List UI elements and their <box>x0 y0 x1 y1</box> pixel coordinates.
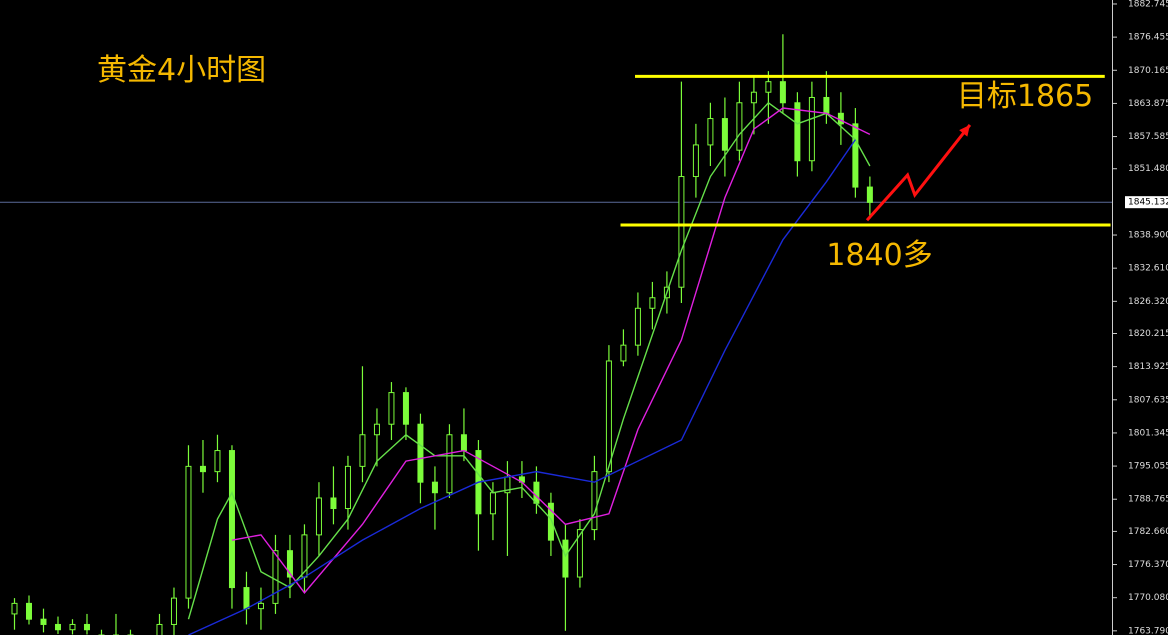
candle-body <box>40 618 47 625</box>
moving-average <box>188 139 856 635</box>
y-tick-label: 1788.765 <box>1128 495 1168 505</box>
candle-body <box>330 497 337 510</box>
y-tick-label: 1863.875 <box>1128 99 1168 109</box>
forecast-arrow <box>865 123 972 222</box>
candle-body <box>460 434 467 452</box>
candle-body <box>388 392 395 425</box>
candle-body <box>634 307 641 346</box>
y-tick-label: 1813.925 <box>1128 362 1168 372</box>
candle-body <box>402 392 409 425</box>
candle-body <box>576 529 583 578</box>
candle-body <box>765 81 772 93</box>
candle-body <box>852 123 859 188</box>
y-tick-label: 1870.165 <box>1128 66 1168 76</box>
current-price-box <box>1125 196 1168 209</box>
y-tick-label: 1851.480 <box>1128 164 1168 174</box>
candle-body <box>489 492 496 515</box>
candle-body <box>794 102 801 162</box>
y-tick-label: 1807.635 <box>1128 395 1168 405</box>
candle-body <box>83 623 90 631</box>
y-tick-label: 1832.610 <box>1128 264 1168 274</box>
axis: 1882.745 1876.455 1870.165 1863.875 1857.585… <box>1112 0 1168 635</box>
candle-body <box>431 481 438 494</box>
candle-body <box>11 602 18 615</box>
annotation: 目标1865 <box>957 79 1093 114</box>
candle-body <box>214 450 221 473</box>
annotation: 1840多 <box>826 238 932 273</box>
candle-body <box>533 481 540 504</box>
candle-body <box>779 81 786 104</box>
candle-body <box>185 465 192 599</box>
candle-body <box>228 450 235 589</box>
moving-average <box>187 101 871 620</box>
candle-body <box>605 360 612 473</box>
y-tick-label: 1770.080 <box>1128 593 1168 603</box>
candle-body <box>286 550 293 578</box>
candle-body <box>69 623 76 631</box>
candle-body <box>808 96 815 162</box>
y-tick-label: 1857.585 <box>1128 132 1168 142</box>
current-price-label: 1845.132 <box>1128 198 1168 208</box>
y-tick-label: 1820.215 <box>1128 329 1168 339</box>
candle-body <box>678 176 685 288</box>
candle-body <box>243 587 250 610</box>
candle-body <box>373 423 380 436</box>
candle-body <box>649 297 656 309</box>
candle-body <box>25 602 32 620</box>
y-tick-label: 1876.455 <box>1128 33 1168 43</box>
y-tick-label: 1838.900 <box>1128 231 1168 241</box>
candle-body <box>866 186 873 203</box>
candle-body <box>272 550 279 604</box>
candle-body <box>707 118 714 146</box>
candle-body <box>620 344 627 362</box>
y-tick-label: 1795.055 <box>1128 462 1168 472</box>
candle-body <box>359 434 366 467</box>
y-tick-label: 1776.370 <box>1128 560 1168 570</box>
plot-area <box>0 34 1112 635</box>
candle-body <box>692 144 699 178</box>
y-tick-label: 1763.790 <box>1128 626 1168 635</box>
y-tick-label: 1826.320 <box>1128 297 1168 307</box>
candle-body <box>823 96 830 114</box>
candle-body <box>170 597 177 625</box>
candle-body <box>750 91 757 104</box>
chart-title: 黄金4小时图 <box>97 53 266 88</box>
y-tick-label: 1782.660 <box>1128 527 1168 537</box>
candle-body <box>54 623 61 631</box>
y-tick-label: 1882.745 <box>1128 0 1168 9</box>
candle-body <box>315 497 322 536</box>
candle-body <box>446 434 453 494</box>
candle-body <box>837 112 844 125</box>
candle-body <box>591 471 598 531</box>
candle-body <box>257 602 264 610</box>
arrow-head <box>959 124 970 137</box>
candle-body <box>417 423 424 483</box>
candle-body <box>547 502 554 541</box>
candle-body <box>736 102 743 151</box>
y-tick-label: 1801.345 <box>1128 428 1168 438</box>
candle-body <box>721 118 728 151</box>
candle-body <box>344 465 351 510</box>
candle-body <box>156 623 163 635</box>
candle-body <box>199 465 206 473</box>
candle-body <box>562 539 569 578</box>
